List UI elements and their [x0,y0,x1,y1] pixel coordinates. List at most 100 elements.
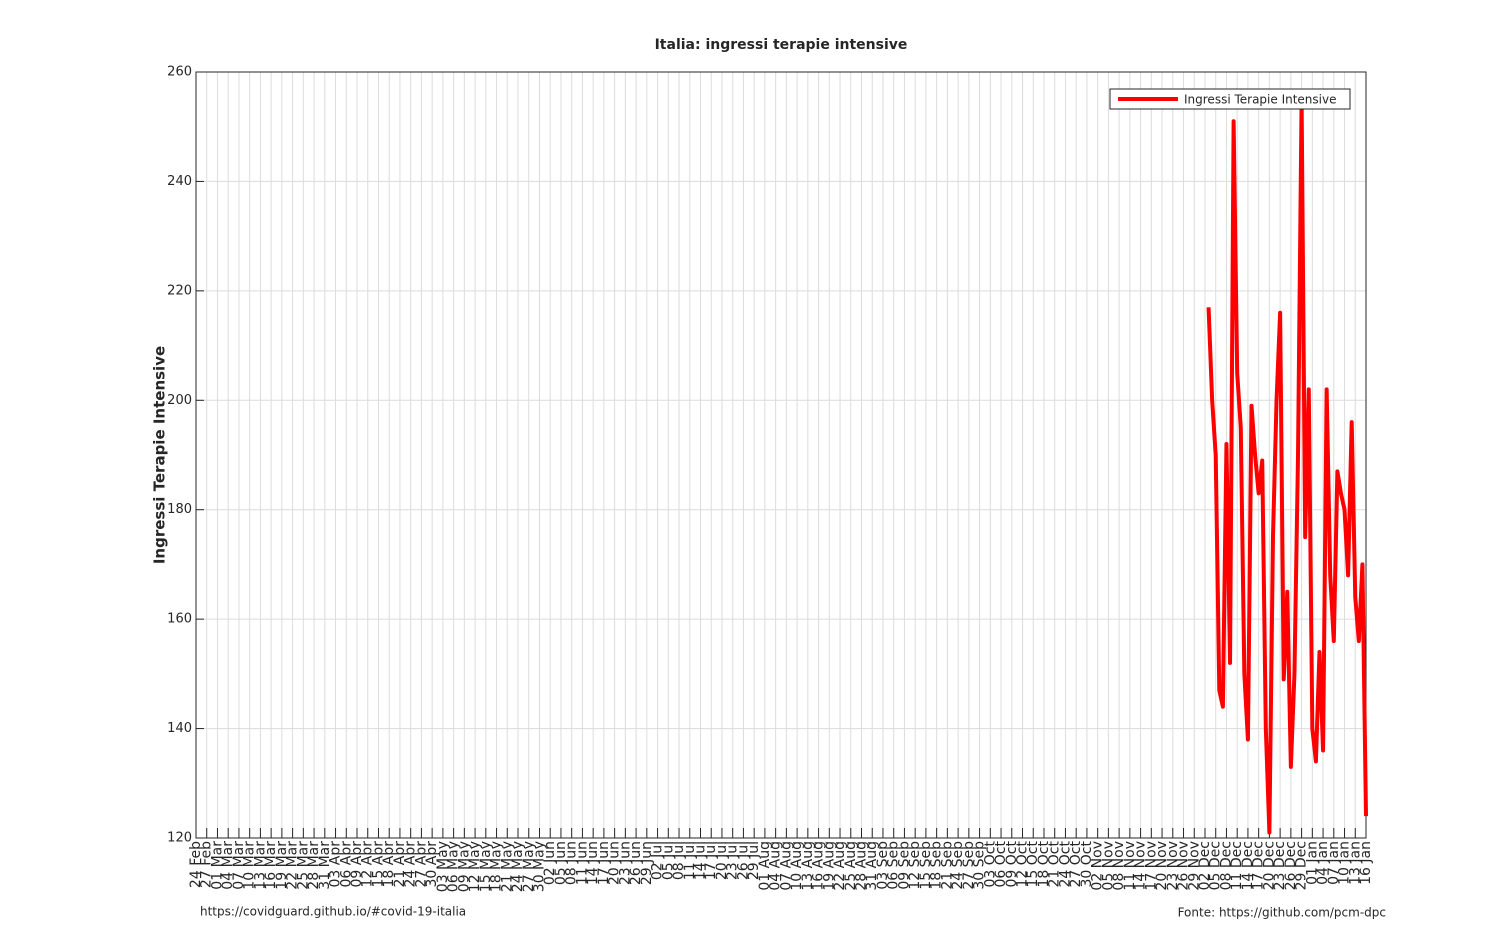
x-tick-label: 18 May [489,841,505,892]
x-tick-label: 08 Jul [671,841,687,880]
x-tick-label: 26 Dec [1283,841,1299,890]
y-tick-label: 200 [167,393,192,408]
x-tick-label: 10 Aug [789,841,805,891]
x-tick-label: 27 Apr [413,841,429,888]
x-tick-label: 27 Sep [961,841,977,890]
x-tick-label: 14 Jul [692,841,708,880]
x-tick-label: 11 Dec [1229,841,1245,890]
y-tick-label: 180 [167,502,192,517]
x-tick-label: 08 Dec [1218,841,1234,890]
x-tick-label: 06 Sep [886,841,902,890]
x-tick-label: 18 Sep [929,841,945,890]
x-tick-label: 12 May [467,841,483,892]
x-tick-label: 17 Jun [596,841,612,885]
x-tick-label: 26 Nov [1176,841,1192,891]
x-tick-label: 05 Dec [1208,841,1224,890]
x-tick-label: 07 Aug [778,841,794,891]
y-axis-label: Ingressi Terapie Intensive [151,346,169,564]
x-tick-label: 08 Nov [1111,841,1127,891]
y-tick-label: 120 [167,831,192,846]
x-tick-label: 03 Sep [875,841,891,890]
x-tick-label: 31 Aug [864,841,880,891]
x-tick-label: 04 Mar [220,841,236,890]
x-tick-label: 11 Jun [574,841,590,885]
x-tick-label: 13 Aug [800,841,816,891]
x-tick-label: 24 Sep [950,841,966,890]
x-tick-label: 17 Nov [1143,841,1159,891]
x-tick-label: 31 Mar [317,841,333,890]
x-tick-label: 24 Feb [188,841,204,888]
x-tick-label: 15 Apr [370,841,386,888]
x-tick-label: 30 May [531,841,547,892]
x-tick-label: 16 Jan [1358,841,1374,885]
x-tick-label: 06 Apr [338,841,354,888]
x-tick-label: 12 Apr [360,841,376,888]
x-tick-label: 28 Aug [854,841,870,891]
x-tick-label: 15 Oct [1025,841,1041,888]
x-tick-label: 16 Mar [263,841,279,890]
x-tick-label: 29 Dec [1294,841,1310,890]
x-tick-label: 09 Apr [349,841,365,888]
plot-frame [195,71,1367,839]
x-tick-label: 23 Nov [1165,841,1181,891]
x-tick-label: 06 Oct [993,841,1009,888]
x-tick-label: 07 Jan [1326,841,1342,885]
x-tick-label: 24 Oct [1057,841,1073,888]
x-tick-label: 25 Mar [295,841,311,890]
y-tick-label: 220 [167,283,192,298]
x-tick-label: 03 Oct [982,841,998,888]
x-tick-label: 24 May [510,841,526,892]
x-tick-label: 01 Jan [1304,841,1320,885]
x-tick-label: 15 May [478,841,494,892]
x-tick-label: 07 Mar [231,841,247,890]
x-tick-label: 21 Sep [939,841,955,890]
x-tick-label: 20 Jun [607,841,623,885]
footer-left: https://covidguard.github.io/#covid-19-i… [200,905,466,919]
x-tick-label: 05 Nov [1100,841,1116,891]
x-tick-label: 13 Jan [1347,841,1363,885]
x-tick-label: 26 Jul [735,841,751,880]
x-tick-label: 02 Nov [1090,841,1106,891]
x-tick-label: 21 Apr [392,841,408,888]
x-tick-label: 12 Oct [1015,841,1031,888]
legend-label: Ingressi Terapie Intensive [1184,93,1336,107]
x-tick-label: 09 May [456,841,472,892]
x-tick-label: 09 Sep [896,841,912,890]
x-tick-label: 20 Nov [1154,841,1170,891]
x-tick-label: 19 Aug [821,841,837,891]
x-tick-label: 28 Mar [306,841,322,890]
x-tick-label: 03 Apr [328,841,344,888]
x-tick-label: 21 May [499,841,515,892]
x-tick-label: 22 Aug [832,841,848,891]
x-tick-label: 01 Aug [757,841,773,891]
x-tick-label: 05 Jun [553,841,569,885]
x-tick-label: 05 Jul [660,841,676,880]
x-tick-label: 04 Aug [768,841,784,891]
x-tick-label: 25 Aug [843,841,859,891]
x-tick-label: 29 Jun [639,841,655,885]
x-tick-label: 12 Sep [907,841,923,890]
x-tick-label: 15 Sep [918,841,934,890]
x-tick-label: 23 Dec [1272,841,1288,890]
x-tick-label: 01 Mar [209,841,225,890]
x-tick-label: 11 Nov [1122,841,1138,891]
x-tick-label: 19 Mar [274,841,290,890]
x-tick-label: 29 Jul [746,841,762,880]
x-tick-label: 09 Oct [1004,841,1020,888]
legend: Ingressi Terapie Intensive [1109,88,1351,110]
y-tick-label: 240 [167,174,192,189]
data-line [1206,97,1368,835]
x-tick-label: 10 Mar [242,841,258,890]
x-tick-label: 11 Jul [682,841,698,880]
x-tick-label: 14 Jun [585,841,601,885]
x-tick-label: 02 Jul [650,841,666,880]
x-tick-label: 30 Oct [1079,841,1095,888]
x-tick-label: 03 May [435,841,451,892]
x-tick-label: 14 Dec [1240,841,1256,890]
x-tick-label: 14 Nov [1133,841,1149,891]
x-tick-label: 30 Sep [972,841,988,890]
x-tick-label: 18 Apr [381,841,397,888]
legend-box [1109,88,1351,110]
x-tick-label: 13 Mar [252,841,268,890]
